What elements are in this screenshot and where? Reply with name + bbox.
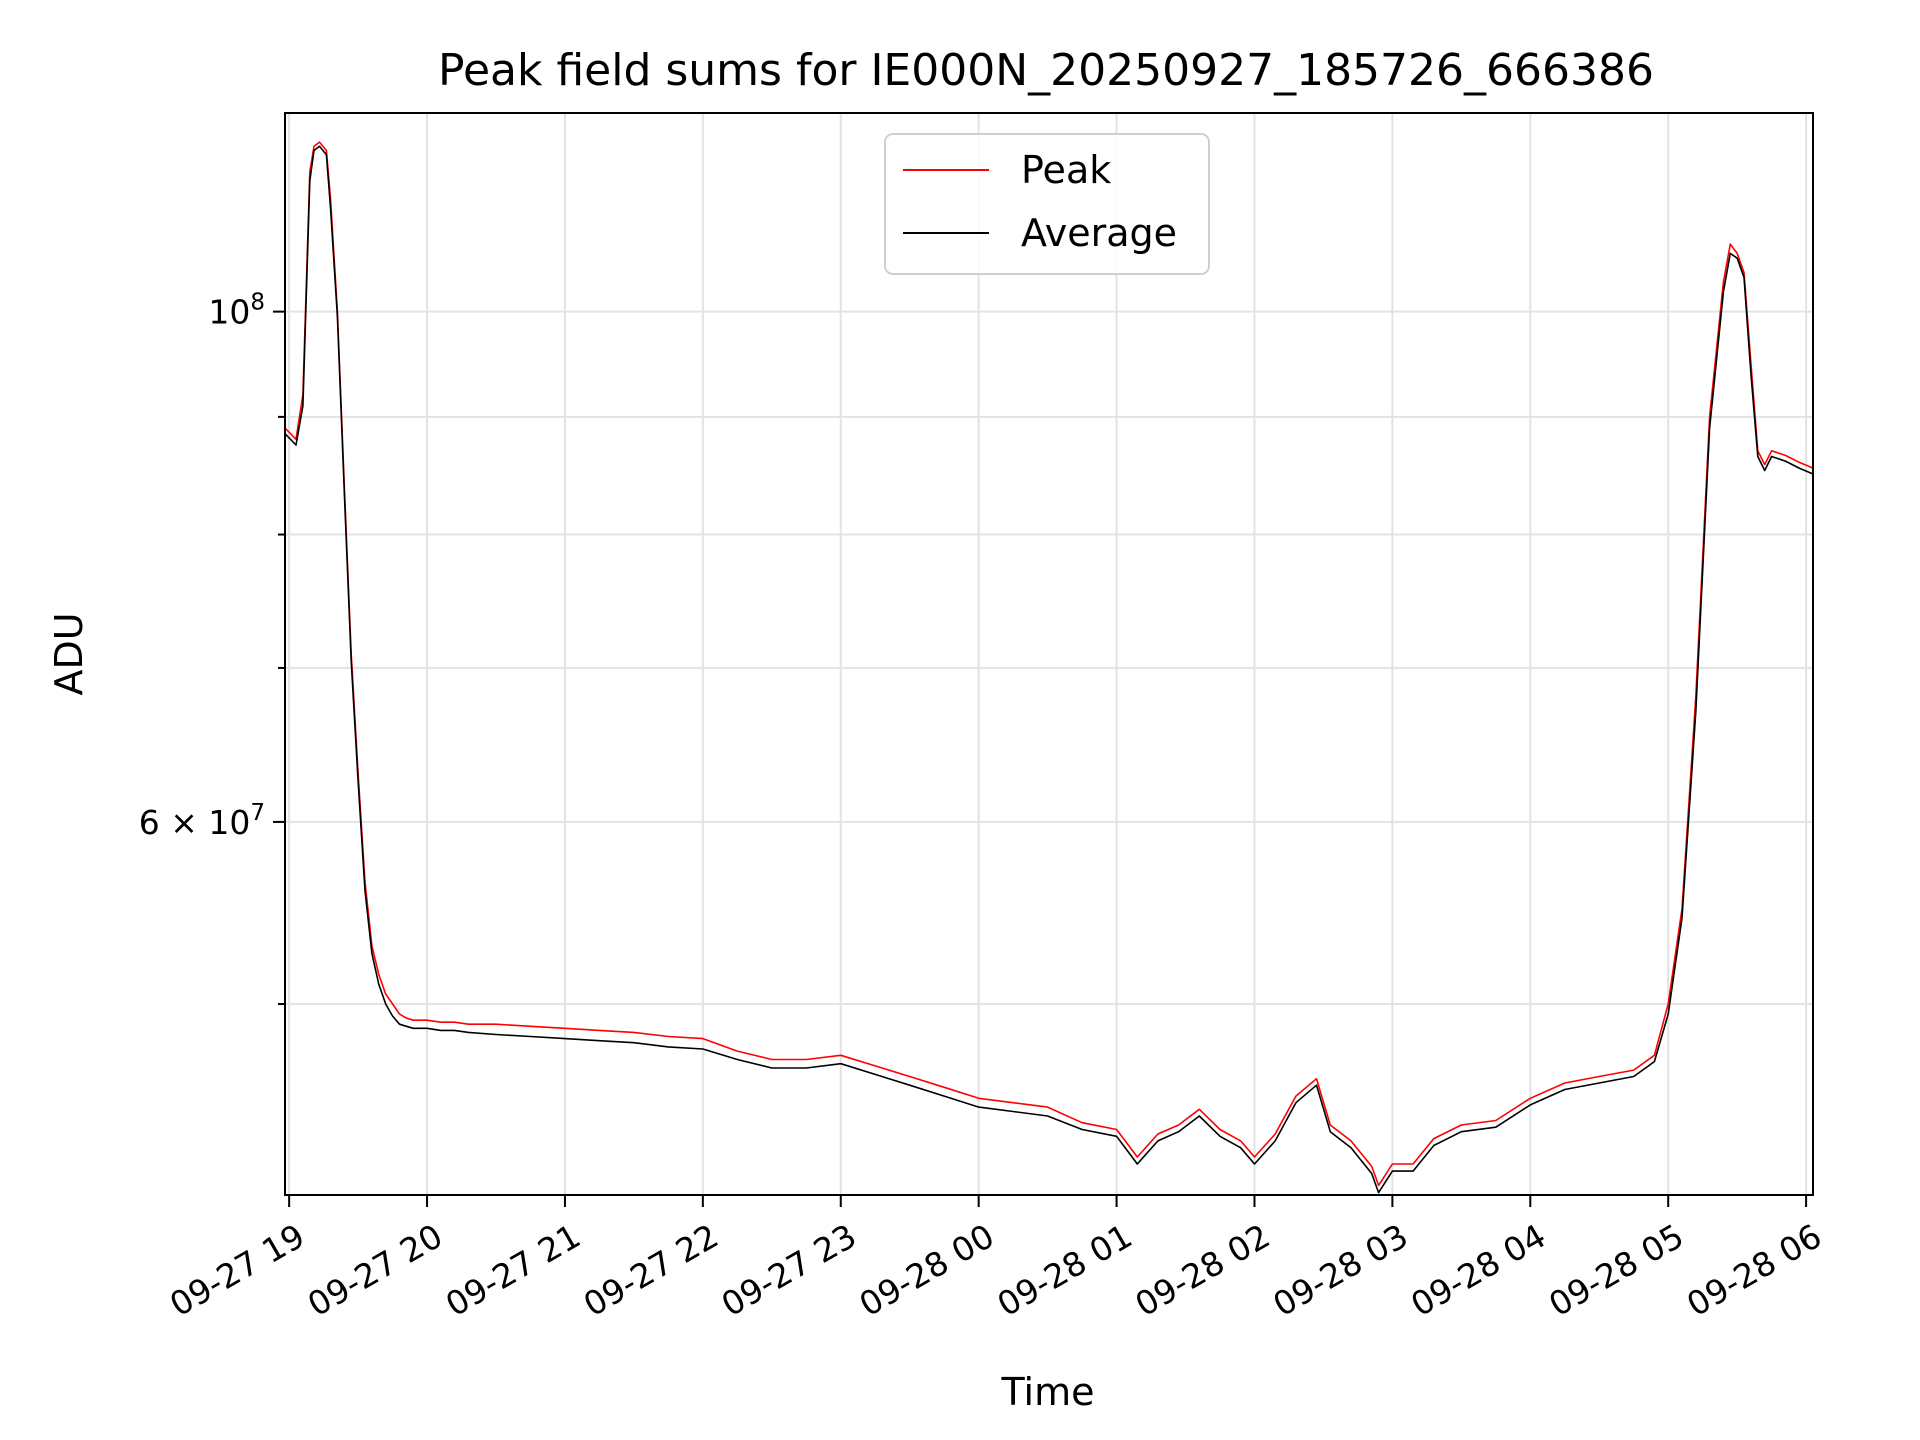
legend-label-peak: Peak — [1021, 148, 1111, 192]
series-line-average — [284, 145, 1814, 1194]
plot-area — [284, 141, 1814, 1194]
y-axis-ticks: 108 6 × 107 — [139, 290, 285, 1006]
y-axis-label: ADU — [47, 612, 91, 695]
axes-frame — [284, 112, 1814, 1196]
legend: Peak Average — [884, 133, 1210, 275]
legend-label-average: Average — [1021, 211, 1177, 255]
series-line-peak — [284, 141, 1814, 1187]
y-tick-label: 6 × 107 — [139, 800, 265, 842]
y-tick-label: 108 — [208, 290, 265, 332]
chart-title: Peak field sums for IE000N_20250927_1857… — [438, 45, 1654, 96]
x-axis-label: Time — [1001, 1370, 1095, 1414]
